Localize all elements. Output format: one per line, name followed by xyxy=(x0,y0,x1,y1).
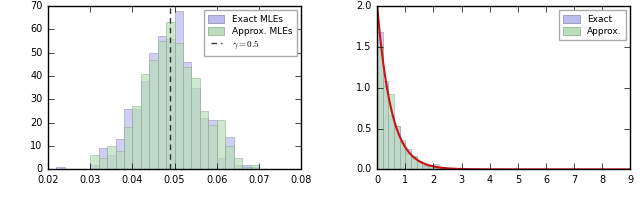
Bar xyxy=(433,168,439,169)
Bar xyxy=(242,167,251,169)
Bar xyxy=(422,165,428,169)
Bar xyxy=(175,11,183,169)
Bar xyxy=(149,60,157,169)
Bar xyxy=(132,106,141,169)
Bar xyxy=(209,120,217,169)
Bar xyxy=(141,74,149,169)
Bar xyxy=(417,161,422,169)
Bar xyxy=(439,168,445,169)
Bar xyxy=(124,127,132,169)
Bar xyxy=(377,32,383,169)
Bar xyxy=(225,137,234,169)
Bar xyxy=(149,53,157,169)
Bar xyxy=(157,36,166,169)
Bar xyxy=(132,109,141,169)
Bar xyxy=(99,158,107,169)
Bar xyxy=(411,157,417,169)
Bar xyxy=(428,165,433,169)
Bar xyxy=(433,164,439,169)
Bar xyxy=(200,118,209,169)
Bar xyxy=(124,109,132,169)
Bar xyxy=(166,22,175,169)
Bar xyxy=(200,111,209,169)
Bar xyxy=(217,158,225,169)
Bar xyxy=(400,142,405,169)
Bar xyxy=(411,156,417,169)
Bar xyxy=(166,39,175,169)
Bar xyxy=(183,67,191,169)
Bar xyxy=(400,140,405,169)
Bar xyxy=(394,126,400,169)
Bar xyxy=(445,168,451,169)
Bar xyxy=(191,88,200,169)
Bar xyxy=(116,139,124,169)
Bar xyxy=(225,146,234,169)
Bar xyxy=(90,165,99,169)
Bar xyxy=(388,94,394,169)
Legend: Exact, Approx.: Exact, Approx. xyxy=(559,10,626,40)
Bar xyxy=(383,86,388,169)
Bar xyxy=(405,149,411,169)
Bar xyxy=(439,167,445,169)
Bar xyxy=(107,155,116,169)
Legend: Exact MLEs, Approx. MLEs, $\gamma=0.5$: Exact MLEs, Approx. MLEs, $\gamma=0.5$ xyxy=(204,10,297,56)
Bar xyxy=(394,126,400,169)
Bar xyxy=(242,165,251,169)
Bar xyxy=(183,62,191,169)
Bar xyxy=(251,165,259,169)
Bar xyxy=(175,43,183,169)
Bar xyxy=(157,41,166,169)
Bar xyxy=(99,148,107,169)
Bar xyxy=(234,158,242,169)
Bar xyxy=(116,151,124,169)
Bar xyxy=(377,46,383,169)
Bar xyxy=(388,115,394,169)
Bar xyxy=(234,165,242,169)
Bar xyxy=(217,120,225,169)
Bar xyxy=(445,168,451,169)
Bar xyxy=(107,146,116,169)
Bar xyxy=(405,153,411,169)
Bar xyxy=(56,167,65,169)
Bar xyxy=(251,167,259,169)
Bar xyxy=(428,166,433,169)
Bar xyxy=(417,163,422,169)
Bar xyxy=(191,78,200,169)
Bar xyxy=(141,81,149,169)
Bar xyxy=(383,81,388,169)
Bar xyxy=(90,155,99,169)
Bar xyxy=(209,125,217,169)
Bar xyxy=(422,166,428,169)
